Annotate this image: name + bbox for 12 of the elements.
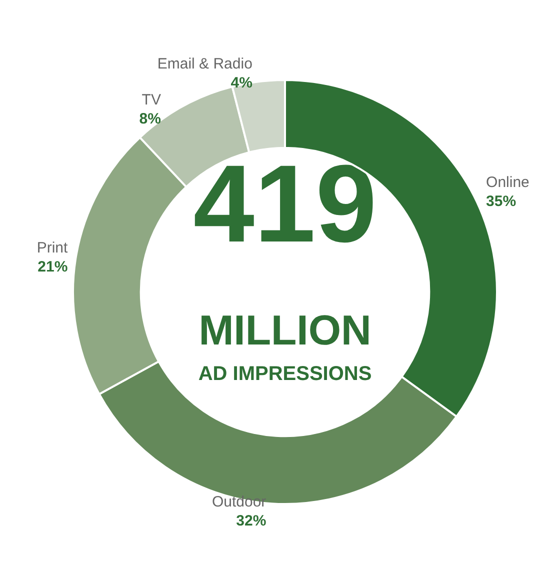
data-label: 35% — [486, 193, 516, 210]
slice-label: Email & Radio — [157, 56, 252, 73]
text: MILLION — [198, 306, 372, 354]
text: AD IMPRESSIONS — [198, 363, 372, 385]
data-label: 21% — [38, 258, 68, 276]
slice-label: TV — [142, 92, 161, 109]
slice-label: Print — [36, 240, 69, 257]
data-label: 32% — [236, 512, 266, 530]
slice-label: Online — [486, 174, 530, 192]
data-label: 4% — [230, 74, 252, 92]
data-label: 8% — [139, 110, 161, 128]
text: 419 — [193, 142, 377, 266]
